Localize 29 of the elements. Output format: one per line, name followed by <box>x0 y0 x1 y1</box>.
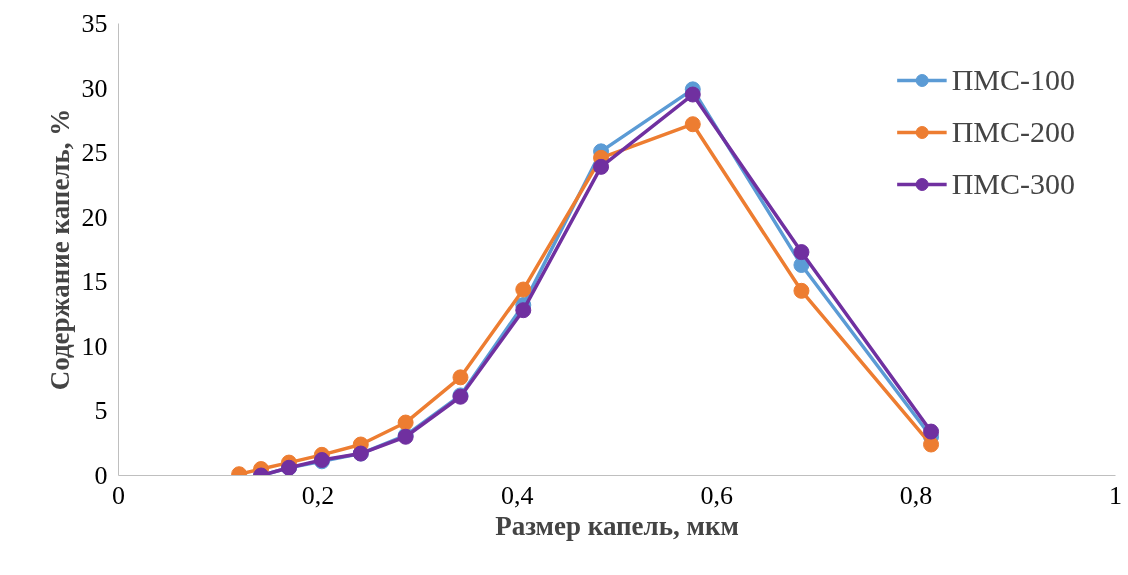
legend-label: ПМС-300 <box>951 167 1075 201</box>
point <box>515 302 532 319</box>
point <box>923 436 940 453</box>
point <box>452 369 469 386</box>
y-tick-label: 0 <box>94 461 108 490</box>
y-tick-label: 15 <box>81 267 108 297</box>
y-tick-label: 30 <box>81 73 108 103</box>
x-axis-title: Размер капель, мкм <box>495 510 739 541</box>
y-tick-label: 5 <box>94 396 108 426</box>
point <box>923 423 940 440</box>
point <box>515 281 532 298</box>
point <box>593 158 610 175</box>
y-tick-label: 35 <box>81 9 108 38</box>
y-tick-label: 10 <box>81 331 108 361</box>
point <box>793 282 810 299</box>
legend-label: ПМС-200 <box>951 115 1075 149</box>
point <box>684 116 701 133</box>
y-tick-label: 25 <box>81 138 108 168</box>
x-tick-label: 0,2 <box>301 480 335 510</box>
x-tick-label: 0,8 <box>899 480 933 510</box>
x-tick-label: 0,6 <box>700 480 733 510</box>
x-tick-label: 0,4 <box>501 480 534 510</box>
y-tick-label: 20 <box>81 202 108 232</box>
x-tick-label: 1 <box>1109 480 1122 510</box>
y-axis-title: Содержание капель, % <box>44 108 75 391</box>
point <box>684 86 701 103</box>
point <box>793 244 810 261</box>
legend-label: ПМС-100 <box>951 63 1075 97</box>
point <box>397 414 414 431</box>
